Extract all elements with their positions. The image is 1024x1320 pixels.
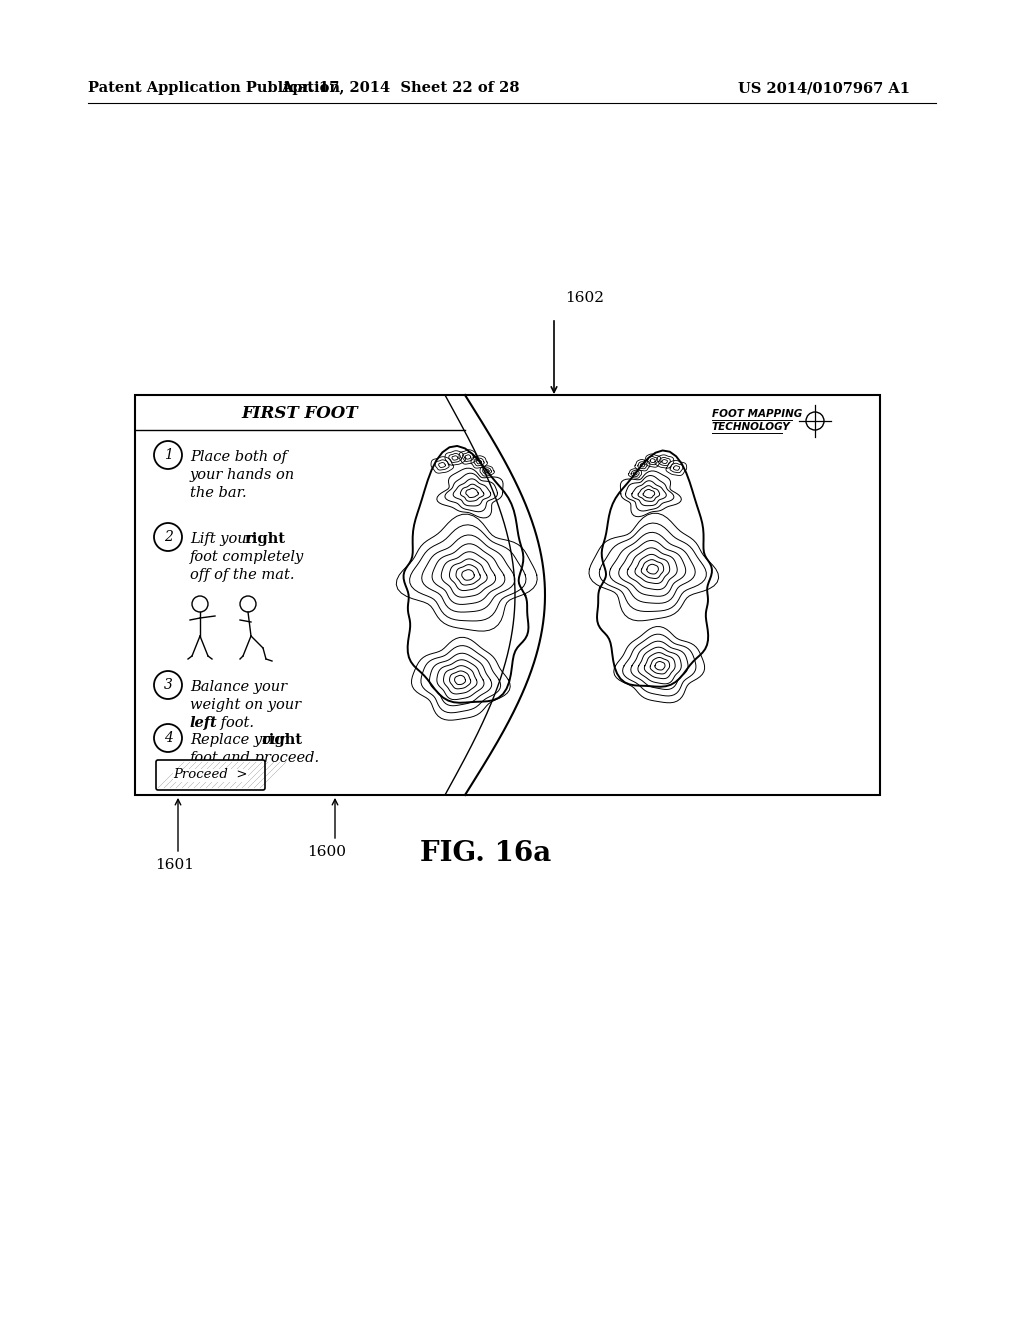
Text: Proceed  >: Proceed > <box>173 768 248 781</box>
Text: 1600: 1600 <box>307 845 346 859</box>
Text: off of the mat.: off of the mat. <box>190 568 295 582</box>
Text: 4: 4 <box>164 731 172 744</box>
Text: Balance your: Balance your <box>190 680 287 694</box>
Text: TECHNOLOGY: TECHNOLOGY <box>712 422 791 432</box>
Text: 2: 2 <box>164 531 172 544</box>
Text: Apr. 17, 2014  Sheet 22 of 28: Apr. 17, 2014 Sheet 22 of 28 <box>281 81 519 95</box>
Text: foot and proceed.: foot and proceed. <box>190 751 321 766</box>
Text: 1601: 1601 <box>155 858 194 873</box>
Text: Place both of: Place both of <box>190 450 287 465</box>
Text: 3: 3 <box>164 678 172 692</box>
Text: left: left <box>190 715 218 730</box>
Text: right: right <box>245 532 286 546</box>
Text: weight on your: weight on your <box>190 698 301 711</box>
Text: foot completely: foot completely <box>190 550 304 564</box>
Text: right: right <box>262 733 303 747</box>
Text: US 2014/0107967 A1: US 2014/0107967 A1 <box>738 81 910 95</box>
Text: Lift your: Lift your <box>190 532 258 546</box>
Text: Patent Application Publication: Patent Application Publication <box>88 81 340 95</box>
Text: 1: 1 <box>164 447 172 462</box>
Text: your hands on: your hands on <box>190 469 295 482</box>
Text: foot.: foot. <box>216 715 254 730</box>
Text: FOOT MAPPING: FOOT MAPPING <box>712 409 802 418</box>
Text: Replace your: Replace your <box>190 733 292 747</box>
Text: 1602: 1602 <box>565 290 604 305</box>
Text: FIG. 16a: FIG. 16a <box>420 840 551 867</box>
Text: the bar.: the bar. <box>190 486 247 500</box>
Text: FIRST FOOT: FIRST FOOT <box>242 404 358 421</box>
FancyBboxPatch shape <box>156 760 265 789</box>
Bar <box>135 395 880 795</box>
